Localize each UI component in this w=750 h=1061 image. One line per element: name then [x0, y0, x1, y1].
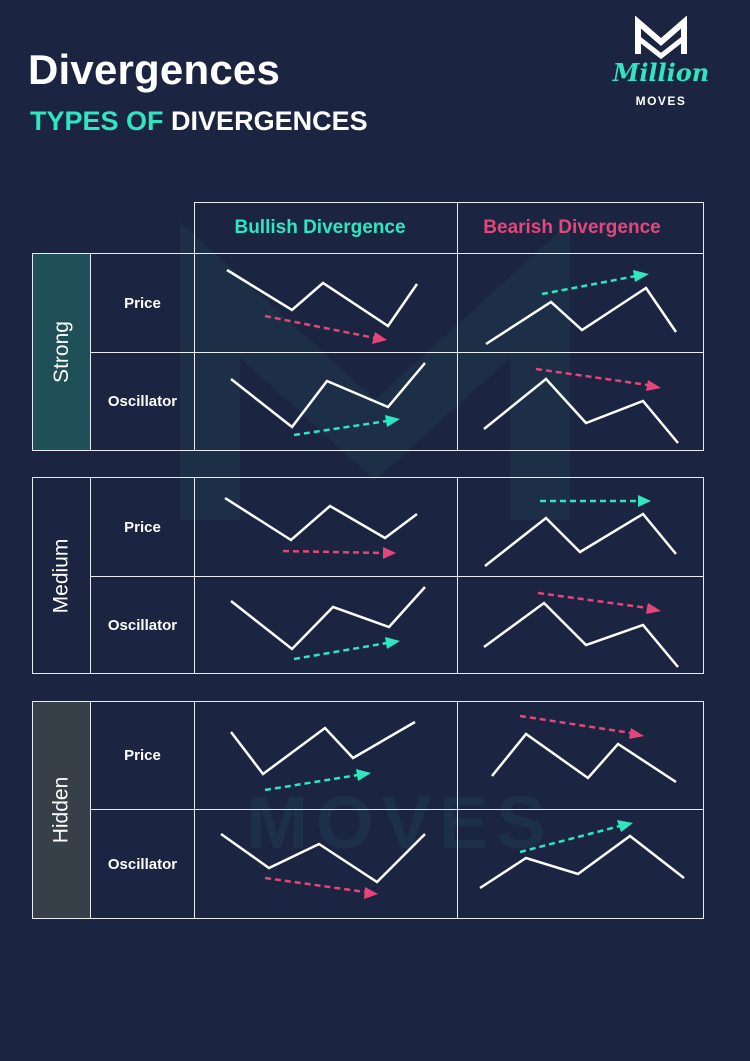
price-line [230, 720, 416, 776]
oscillator-line [230, 586, 426, 651]
oscillator-line [483, 601, 679, 668]
hidden-bullish-price-cell [194, 701, 458, 810]
subtitle-accent: TYPES OF [30, 106, 164, 136]
section-hidden: Hidden [32, 701, 91, 919]
bearish-arrow [264, 876, 366, 894]
bullish-arrow [293, 419, 388, 437]
bearish-arrow [282, 549, 384, 555]
brand-script: Million [612, 58, 710, 87]
arrow-head [646, 603, 661, 614]
page-subtitle: TYPES OF DIVERGENCES [30, 106, 368, 137]
row-label-hidden-oscillator: Oscillator [90, 809, 195, 919]
bullish-arrow [264, 773, 359, 792]
bearish-arrow [537, 591, 649, 610]
arrow-head [617, 820, 633, 832]
bullish-arrow [519, 824, 621, 854]
oscillator-line [479, 834, 685, 890]
medium-bullish-price-cell [194, 477, 458, 577]
price-line [226, 268, 419, 328]
arrow-head [372, 332, 387, 344]
bearish-arrow [535, 367, 649, 387]
brand-moves: MOVES [635, 94, 687, 108]
row-label-medium-price: Price [90, 477, 195, 577]
row-label-strong-oscillator: Oscillator [90, 352, 195, 451]
arrow-head [646, 380, 661, 391]
section-medium: Medium [32, 477, 91, 674]
subtitle-rest: DIVERGENCES [171, 106, 368, 136]
column-header-bullish: Bullish Divergence [234, 217, 406, 238]
arrow-head [633, 270, 649, 282]
row-label-medium-oscillator: Oscillator [90, 576, 195, 674]
section-strong: Strong [32, 253, 91, 451]
strong-bearish-price-cell [457, 253, 704, 353]
arrow-head [383, 547, 396, 559]
row-label-strong-price: Price [90, 253, 195, 353]
bullish-arrow [293, 641, 388, 661]
oscillator-line [483, 377, 679, 444]
bullish-arrow [541, 274, 637, 296]
bearish-arrow [264, 314, 376, 340]
price-line [485, 286, 678, 346]
row-label-hidden-price: Price [90, 701, 195, 810]
price-line [224, 496, 418, 542]
strong-bullish-oscillator-cell [194, 352, 458, 451]
medium-bullish-oscillator-cell [194, 576, 458, 674]
arrow-head [638, 495, 651, 507]
arrow-head [385, 637, 400, 649]
brand-logo: Million MOVES [606, 15, 716, 116]
section-label-medium: Medium [49, 538, 73, 613]
strong-bullish-price-cell [194, 253, 458, 353]
arrow-head [629, 728, 644, 739]
section-label-strong: Strong [49, 321, 73, 383]
hidden-bullish-oscillator-cell [194, 809, 458, 919]
price-line [491, 732, 677, 784]
medium-bearish-oscillator-cell [457, 576, 704, 674]
oscillator-line [220, 832, 426, 884]
watermark-text: MOVES [246, 781, 554, 864]
strong-bearish-oscillator-cell [457, 352, 704, 451]
arrow-head [356, 769, 371, 781]
medium-bearish-price-cell [457, 477, 704, 577]
brand-m-icon [635, 15, 687, 60]
column-header-bearish: Bearish Divergence [483, 217, 661, 238]
price-line [484, 512, 677, 567]
bearish-arrow [519, 714, 632, 735]
oscillator-line [230, 362, 426, 429]
page-title: Divergences [28, 46, 281, 93]
hidden-bearish-oscillator-cell [457, 809, 704, 919]
arrow-head [364, 887, 378, 899]
hidden-bearish-price-cell [457, 701, 704, 810]
section-label-hidden: Hidden [49, 776, 73, 844]
arrow-head [385, 415, 400, 427]
